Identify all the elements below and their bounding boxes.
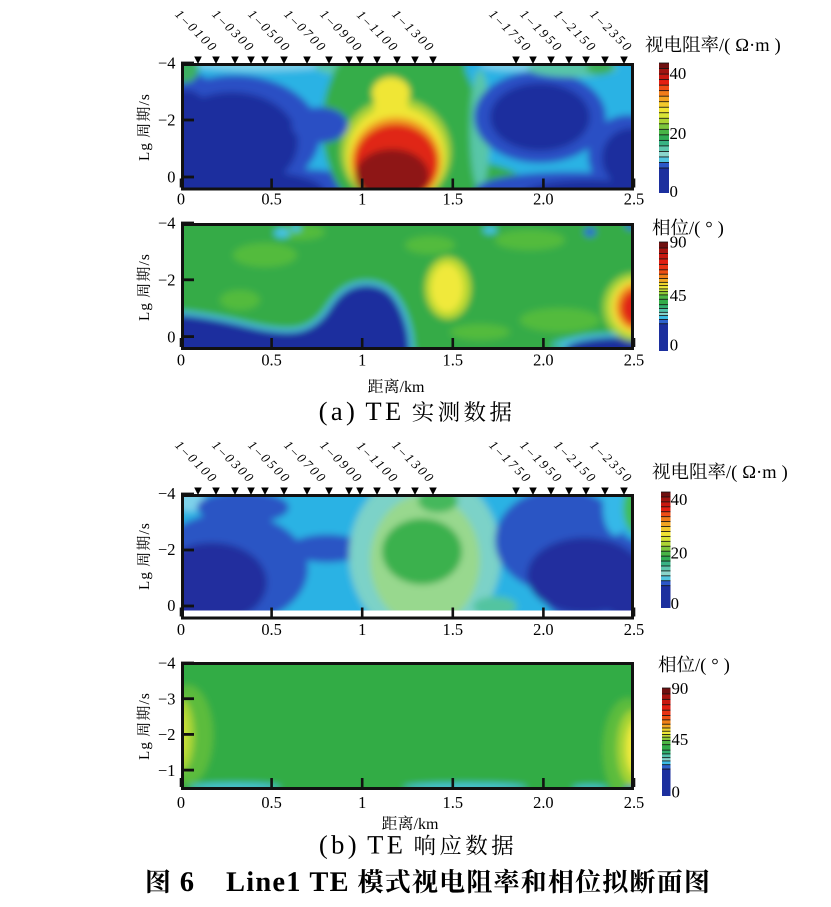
- svg-text:0.5: 0.5: [261, 620, 282, 639]
- svg-text:2.0: 2.0: [533, 793, 554, 812]
- svg-text:0: 0: [177, 620, 185, 639]
- svg-text:1: 1: [358, 620, 366, 639]
- svg-text:45: 45: [670, 286, 687, 305]
- svg-text:2.5: 2.5: [624, 793, 645, 812]
- svg-text:0: 0: [167, 327, 175, 346]
- svg-text:90: 90: [670, 233, 687, 252]
- svg-text:−4: −4: [158, 54, 175, 73]
- svg-text:45: 45: [672, 730, 689, 749]
- svg-text:1.5: 1.5: [443, 793, 464, 812]
- svg-text:0.5: 0.5: [261, 190, 282, 209]
- svg-text:−2: −2: [158, 725, 175, 744]
- svg-text:2.0: 2.0: [533, 620, 554, 639]
- svg-text:0: 0: [167, 168, 175, 187]
- svg-text:2.0: 2.0: [533, 190, 554, 209]
- svg-text:0: 0: [672, 783, 680, 802]
- svg-text:2.5: 2.5: [624, 620, 645, 639]
- svg-text:0: 0: [670, 182, 678, 201]
- svg-text:−1: −1: [158, 761, 175, 780]
- svg-text:40: 40: [670, 64, 687, 83]
- svg-text:0: 0: [177, 793, 185, 812]
- svg-text:−4: −4: [158, 214, 175, 233]
- svg-text:1.5: 1.5: [443, 351, 464, 370]
- svg-text:2.5: 2.5: [624, 351, 645, 370]
- svg-text:0: 0: [671, 594, 679, 613]
- svg-text:−2: −2: [158, 540, 175, 559]
- svg-text:1: 1: [358, 190, 366, 209]
- svg-text:90: 90: [672, 679, 689, 698]
- svg-text:0: 0: [177, 190, 185, 209]
- svg-text:−4: −4: [158, 484, 175, 503]
- svg-text:1: 1: [358, 793, 366, 812]
- svg-text:40: 40: [671, 490, 688, 509]
- svg-text:0: 0: [177, 351, 185, 370]
- svg-text:−2: −2: [158, 111, 175, 130]
- svg-text:1: 1: [358, 351, 366, 370]
- svg-text:−2: −2: [158, 271, 175, 290]
- svg-text:1.5: 1.5: [443, 190, 464, 209]
- svg-text:0.5: 0.5: [261, 351, 282, 370]
- svg-text:0.5: 0.5: [261, 793, 282, 812]
- svg-text:2.0: 2.0: [533, 351, 554, 370]
- svg-text:20: 20: [671, 544, 688, 563]
- svg-text:1.5: 1.5: [443, 620, 464, 639]
- svg-text:0: 0: [167, 596, 175, 615]
- svg-text:−4: −4: [158, 654, 175, 673]
- svg-text:0: 0: [670, 336, 678, 355]
- svg-text:2.5: 2.5: [624, 190, 645, 209]
- svg-text:20: 20: [670, 124, 687, 143]
- svg-text:−3: −3: [158, 689, 175, 708]
